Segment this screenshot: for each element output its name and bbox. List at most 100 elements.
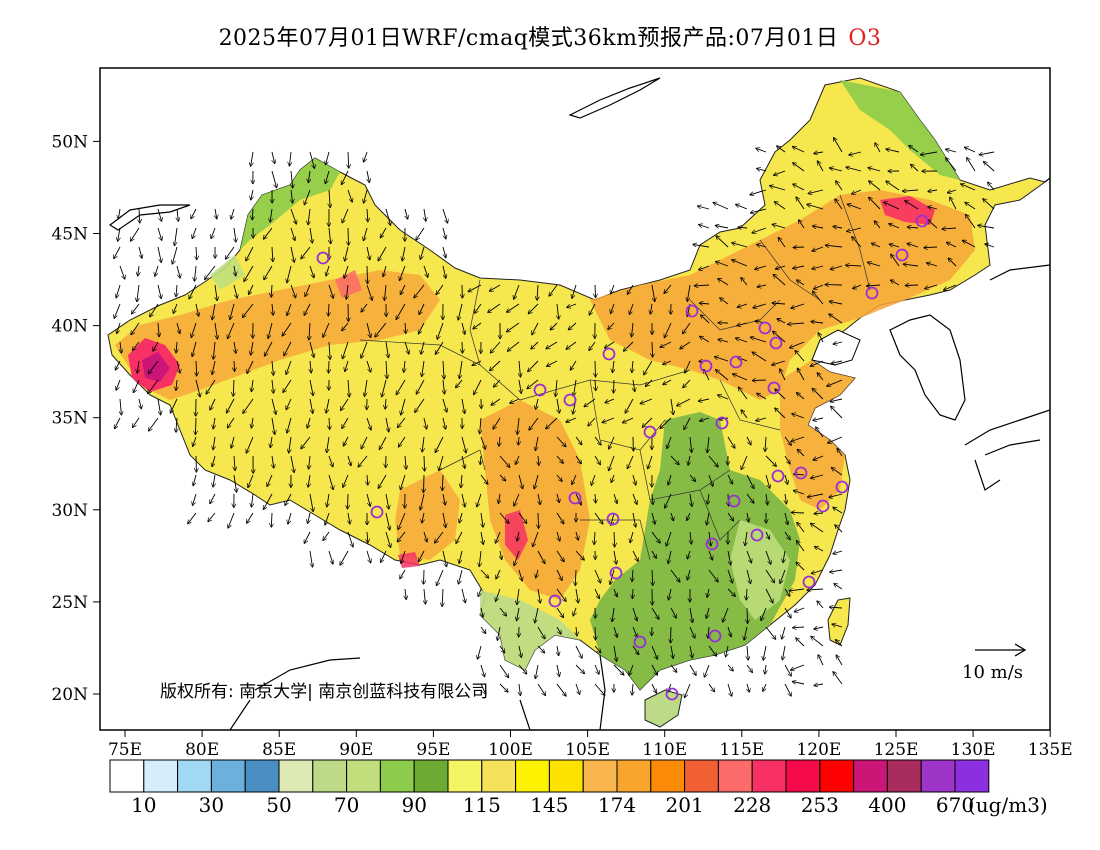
wind-arrow: [727, 474, 733, 484]
wind-arrow: [556, 569, 562, 580]
wind-arrow: [874, 221, 881, 229]
colorbar-swatch: [785, 759, 821, 793]
colorbar-swatch: [413, 759, 449, 793]
wind-arrow: [233, 284, 237, 298]
wind-arrow: [348, 512, 350, 524]
wind-arrow: [325, 512, 330, 525]
wind-arrow: [414, 284, 425, 298]
lon-tick-label: 125E: [874, 740, 919, 760]
wind-arrow: [263, 493, 273, 510]
wind-arrow: [348, 151, 349, 168]
wind-arrow: [490, 360, 501, 371]
wind-arrow: [794, 607, 805, 612]
wind-arrow: [685, 360, 691, 373]
wind-arrow: [613, 626, 617, 637]
wind-arrow: [791, 303, 805, 308]
wind-arrow: [665, 493, 672, 508]
wind-arrow: [810, 360, 824, 366]
wind-arrow: [572, 284, 577, 298]
wind-arrow: [379, 436, 387, 450]
station-marker: [563, 393, 577, 407]
wind-arrow: [342, 417, 349, 429]
station-marker: [794, 466, 808, 480]
wind-arrow: [853, 284, 862, 289]
wind-arrow: [287, 303, 292, 316]
wind-arrow: [746, 550, 752, 563]
wind-arrow: [671, 512, 674, 521]
wind-arrow: [537, 550, 545, 564]
wind-arrow: [382, 379, 387, 397]
wind-arrow: [234, 341, 236, 353]
wind-arrow: [594, 683, 605, 695]
wind-arrow: [496, 588, 501, 601]
colorbar-label: 10: [131, 793, 156, 817]
wind-arrow: [650, 303, 652, 314]
wind-arrow: [534, 474, 539, 489]
wind-arrow: [814, 684, 824, 686]
colorbar-swatch: [379, 759, 415, 793]
wind-arrow: [720, 298, 729, 305]
wind-arrow: [727, 550, 731, 565]
wind-arrow: [830, 570, 843, 572]
lake-balkhash: [108, 204, 191, 231]
wind-arrow: [765, 474, 770, 488]
wind-arrow: [847, 227, 862, 232]
wind-arrow: [651, 531, 660, 543]
wind-arrow: [537, 645, 545, 653]
wind-arrow: [556, 626, 561, 634]
wind-arrow: [264, 341, 273, 356]
wind-arrow: [436, 569, 444, 586]
wind-arrow: [790, 341, 805, 348]
wind-arrow: [765, 664, 766, 674]
lon-tick-label: 115E: [719, 740, 764, 760]
wind-arrow: [519, 379, 521, 393]
wind-arrow: [752, 227, 767, 233]
wind-arrow: [358, 455, 368, 467]
wind-arrow: [928, 207, 938, 209]
wind-arrow: [575, 683, 580, 694]
wind-arrow: [461, 474, 462, 488]
wind-arrow: [732, 243, 748, 248]
wind-arrow: [852, 189, 862, 194]
wind-arrow: [670, 569, 680, 582]
wind-arrow: [651, 607, 659, 619]
wind-arrow: [443, 379, 445, 394]
wind-arrow: [671, 645, 673, 658]
wind-arrow: [594, 569, 601, 583]
wind-arrow: [405, 208, 408, 219]
wind-arrow: [518, 436, 519, 445]
wind-arrow: [818, 333, 824, 343]
colorbar-swatch: [819, 759, 855, 793]
wind-arrow: [367, 265, 368, 284]
wind-arrow: [829, 607, 843, 608]
wind-arrow: [697, 206, 710, 210]
station-marker: [750, 528, 764, 542]
wind-arrow: [871, 243, 881, 248]
wind-arrow: [528, 303, 539, 314]
wind-arrow: [310, 227, 312, 243]
wind-arrow: [830, 265, 843, 269]
wind-arrow: [538, 512, 539, 528]
wind-arrow: [272, 246, 273, 262]
wind-arrow: [575, 436, 582, 445]
wind-arrow: [518, 512, 527, 524]
wind-arrow: [890, 280, 900, 286]
wind-arrow: [813, 284, 824, 289]
wind-arrow: [252, 208, 253, 220]
wind-arrow: [829, 493, 843, 497]
wind-arrow: [271, 417, 275, 434]
wind-arrow: [835, 199, 843, 210]
wind-arrow: [404, 341, 409, 354]
wind-arrow: [575, 455, 581, 464]
wind-arrow: [716, 236, 729, 248]
wind-arrow: [137, 284, 139, 302]
colorbar-swatch: [717, 759, 753, 793]
wind-arrow: [833, 507, 843, 514]
high-ozone-north: [590, 190, 975, 400]
wind-arrow: [536, 398, 539, 409]
wind-arrow: [132, 303, 140, 314]
wind-arrow: [632, 550, 638, 561]
wind-arrow: [477, 493, 482, 507]
wind-arrow: [442, 246, 446, 258]
wind-arrow: [131, 322, 140, 335]
